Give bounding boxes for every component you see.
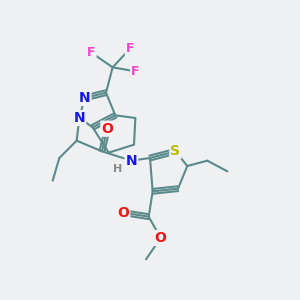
Text: O: O <box>155 231 167 245</box>
Text: S: S <box>170 144 180 158</box>
Text: F: F <box>126 42 134 55</box>
Text: F: F <box>87 46 96 59</box>
Text: N: N <box>79 91 91 105</box>
Text: N: N <box>74 111 85 125</box>
Text: O: O <box>117 206 129 220</box>
Text: N: N <box>125 154 137 168</box>
Text: O: O <box>101 122 113 136</box>
Text: H: H <box>113 164 123 174</box>
Text: F: F <box>131 65 140 78</box>
